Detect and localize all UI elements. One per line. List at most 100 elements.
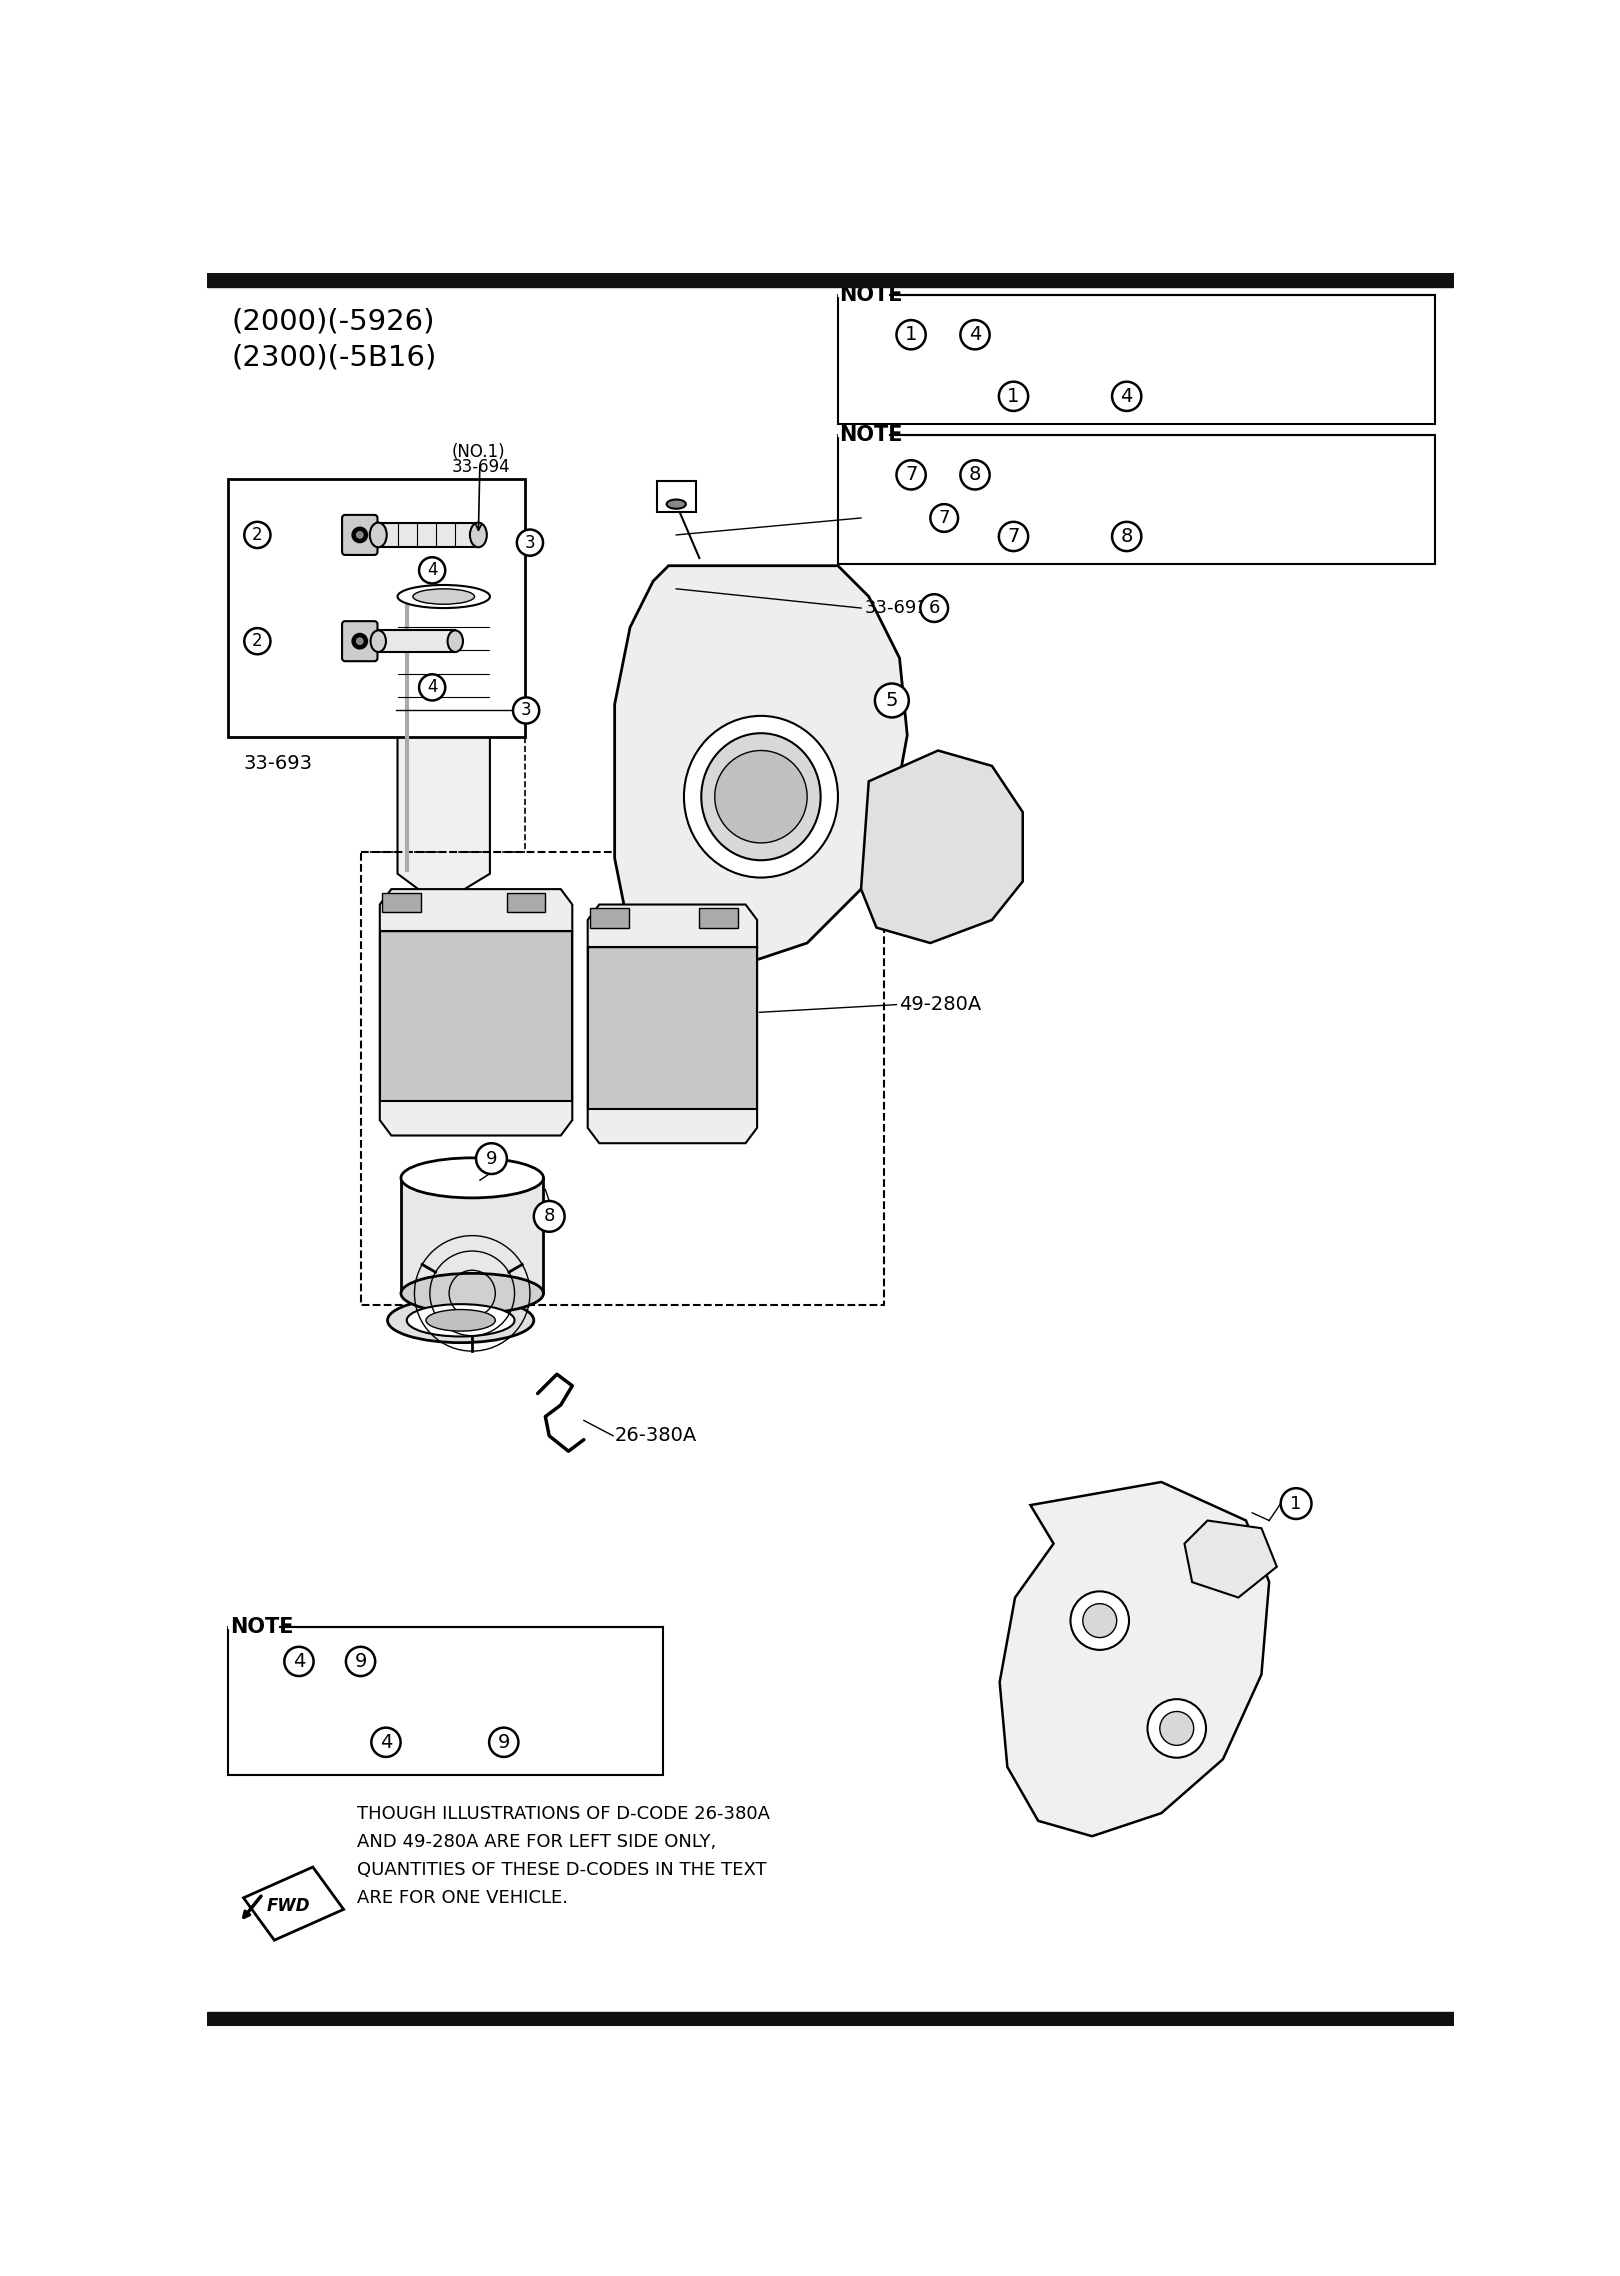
FancyBboxPatch shape: [342, 621, 377, 662]
Text: ⇒ 26-280B: ⇒ 26-280B: [998, 323, 1126, 346]
Text: 7: 7: [1008, 528, 1019, 546]
Bar: [382, 892, 421, 913]
Text: THE D-CODE OF 26-280B CONSISTS OF: THE D-CODE OF 26-280B CONSISTS OF: [852, 355, 1220, 373]
Text: THE D-CODE OF: THE D-CODE OF: [238, 1689, 381, 1707]
Text: 33-694: 33-694: [452, 457, 510, 476]
Circle shape: [352, 528, 368, 542]
Circle shape: [1000, 521, 1029, 551]
Bar: [228, 1627, 663, 1775]
Text: 33-697A: 33-697A: [274, 526, 345, 544]
Circle shape: [961, 321, 990, 348]
Bar: [377, 523, 478, 546]
Bar: [588, 947, 757, 1108]
Circle shape: [355, 530, 364, 539]
Ellipse shape: [371, 630, 386, 651]
Text: (NO.1): (NO.1): [452, 444, 505, 460]
Ellipse shape: [407, 1304, 515, 1336]
Text: NOTE: NOTE: [839, 284, 902, 305]
Circle shape: [1160, 1712, 1194, 1746]
Circle shape: [896, 460, 925, 489]
Text: 7: 7: [938, 510, 949, 528]
Bar: [700, 908, 737, 929]
Text: 4: 4: [293, 1652, 305, 1671]
Text: THROUGH: THROUGH: [408, 1734, 499, 1750]
Circle shape: [352, 633, 368, 649]
Ellipse shape: [387, 1297, 535, 1343]
Ellipse shape: [666, 498, 685, 510]
Polygon shape: [588, 904, 757, 1143]
Circle shape: [355, 637, 364, 646]
Ellipse shape: [447, 630, 463, 651]
Bar: [402, 1179, 543, 1293]
Text: FIGURE NUMBERS: FIGURE NUMBERS: [852, 387, 1022, 405]
Text: THROUGH: THROUGH: [1035, 387, 1131, 405]
Text: 3: 3: [520, 701, 531, 719]
Text: 26-98Z: 26-98Z: [376, 1682, 452, 1700]
Circle shape: [285, 1648, 314, 1675]
Text: THE D-CODE OF 49-250A CONSISTS OF: THE D-CODE OF 49-250A CONSISTS OF: [852, 494, 1220, 514]
Circle shape: [514, 696, 539, 724]
Circle shape: [930, 503, 957, 533]
Circle shape: [371, 1727, 400, 1757]
Text: ⇒ 49-250A: ⇒ 49-250A: [998, 462, 1126, 487]
Text: ···: ···: [931, 323, 956, 346]
Text: 6: 6: [928, 599, 940, 617]
Polygon shape: [1000, 1482, 1268, 1837]
Polygon shape: [614, 567, 907, 965]
Text: 33-694: 33-694: [335, 710, 395, 726]
Text: (NO.2): (NO.2): [428, 526, 481, 544]
Circle shape: [489, 1727, 518, 1757]
Ellipse shape: [684, 717, 838, 879]
Ellipse shape: [413, 589, 475, 603]
Bar: [838, 294, 1435, 423]
Text: (2000)(-5926): (2000)(-5926): [232, 307, 434, 337]
Text: FIGURE NUMBERS: FIGURE NUMBERS: [238, 1734, 399, 1750]
Polygon shape: [228, 1625, 280, 1627]
Circle shape: [1111, 521, 1142, 551]
Circle shape: [245, 628, 271, 653]
Circle shape: [347, 1648, 376, 1675]
Ellipse shape: [369, 523, 387, 546]
Text: 8: 8: [969, 464, 982, 485]
Text: ⇒: ⇒: [382, 1650, 402, 1673]
Text: 2: 2: [253, 633, 262, 651]
Polygon shape: [243, 1866, 343, 1939]
Text: (2300)(-5B16): (2300)(-5B16): [232, 344, 436, 371]
Text: NOTE: NOTE: [839, 426, 902, 444]
Text: 33-694: 33-694: [428, 542, 488, 560]
Text: 4: 4: [428, 562, 437, 580]
FancyBboxPatch shape: [342, 514, 377, 555]
Bar: [379, 931, 572, 1102]
Text: .: .: [1144, 526, 1152, 546]
Circle shape: [245, 521, 271, 549]
Circle shape: [875, 683, 909, 717]
Circle shape: [1000, 382, 1029, 412]
Polygon shape: [862, 751, 1022, 942]
Bar: [228, 480, 525, 737]
Text: NOTE: NOTE: [230, 1616, 293, 1636]
Ellipse shape: [397, 585, 489, 608]
Bar: [838, 435, 1435, 564]
Circle shape: [1281, 1489, 1312, 1518]
Circle shape: [517, 530, 543, 555]
Text: 26-98Z: 26-98Z: [403, 1641, 480, 1659]
Text: 26-380A: 26-380A: [614, 1427, 697, 1445]
Text: THOUGH ILLUSTRATIONS OF D-CODE 26-380A
AND 49-280A ARE FOR LEFT SIDE ONLY,
QUANT: THOUGH ILLUSTRATIONS OF D-CODE 26-380A A…: [356, 1805, 770, 1907]
Bar: [658, 480, 695, 512]
Text: 33-691: 33-691: [865, 599, 928, 617]
Text: 1: 1: [1008, 387, 1019, 405]
Bar: [207, 2012, 1455, 2026]
Bar: [377, 630, 455, 651]
Polygon shape: [397, 596, 489, 904]
Text: ···: ···: [931, 462, 956, 487]
Polygon shape: [838, 294, 891, 296]
Text: 49-280A: 49-280A: [899, 995, 982, 1015]
Circle shape: [714, 751, 807, 842]
Circle shape: [1071, 1591, 1129, 1650]
Text: 26-99Z: 26-99Z: [376, 1696, 452, 1714]
Bar: [590, 908, 629, 929]
Text: 2: 2: [253, 526, 262, 544]
Circle shape: [420, 674, 446, 701]
Text: 5: 5: [886, 692, 897, 710]
Text: 33-693A: 33-693A: [865, 510, 941, 528]
